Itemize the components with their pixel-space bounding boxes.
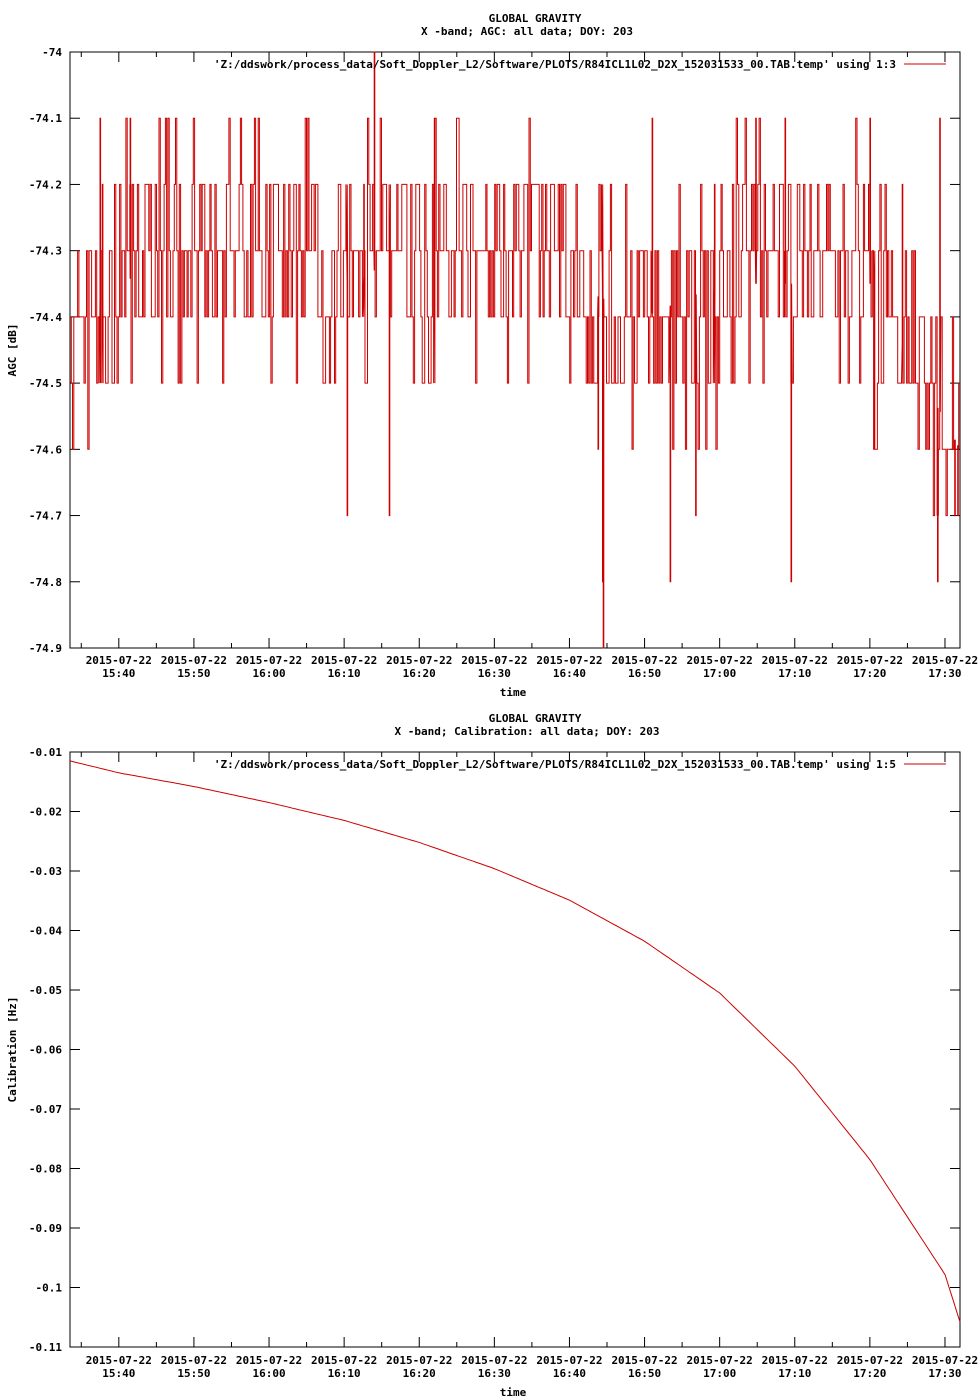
x-tick-time-label: 17:00 xyxy=(703,667,736,680)
x-tick-time-label: 17:00 xyxy=(703,1367,736,1380)
x-tick-time-label: 16:50 xyxy=(628,667,661,680)
y-tick-label: -0.05 xyxy=(29,984,62,997)
x-axis-label: time xyxy=(500,1386,527,1399)
x-tick-time-label: 16:30 xyxy=(478,1367,511,1380)
series-line xyxy=(70,51,960,649)
y-tick-label: -0.06 xyxy=(29,1044,62,1057)
x-tick-date-label: 2015-07-22 xyxy=(236,1354,302,1367)
y-axis-label: AGC [dB] xyxy=(6,324,19,377)
x-tick-date-label: 2015-07-22 xyxy=(461,1354,527,1367)
x-tick-date-label: 2015-07-22 xyxy=(837,654,903,667)
x-tick-time-label: 17:10 xyxy=(778,1367,811,1380)
y-tick-label: -0.08 xyxy=(29,1163,62,1176)
y-tick-label: -74.1 xyxy=(29,112,62,125)
x-tick-time-label: 16:40 xyxy=(553,1367,586,1380)
x-tick-time-label: 17:30 xyxy=(928,667,961,680)
x-tick-date-label: 2015-07-22 xyxy=(912,1354,978,1367)
x-tick-time-label: 16:10 xyxy=(328,667,361,680)
y-tick-label: -0.01 xyxy=(29,746,62,759)
chart-subtitle: X -band; Calibration: all data; DOY: 203 xyxy=(395,725,660,738)
x-tick-date-label: 2015-07-22 xyxy=(536,1354,602,1367)
x-tick-time-label: 16:00 xyxy=(252,667,285,680)
y-axis-label: Calibration [Hz] xyxy=(6,997,19,1103)
x-tick-time-label: 16:20 xyxy=(403,1367,436,1380)
x-tick-date-label: 2015-07-22 xyxy=(611,1354,677,1367)
x-tick-date-label: 2015-07-22 xyxy=(86,654,152,667)
x-tick-time-label: 16:30 xyxy=(478,667,511,680)
x-tick-date-label: 2015-07-22 xyxy=(687,1354,753,1367)
x-tick-date-label: 2015-07-22 xyxy=(311,1354,377,1367)
chart-title: GLOBAL GRAVITY xyxy=(489,712,582,725)
x-tick-time-label: 16:00 xyxy=(252,1367,285,1380)
x-tick-date-label: 2015-07-22 xyxy=(386,1354,452,1367)
x-tick-date-label: 2015-07-22 xyxy=(912,654,978,667)
x-tick-time-label: 15:50 xyxy=(177,1367,210,1380)
y-tick-label: -74 xyxy=(42,46,62,59)
x-tick-time-label: 17:20 xyxy=(853,667,886,680)
x-tick-time-label: 17:30 xyxy=(928,1367,961,1380)
y-tick-label: -74.4 xyxy=(29,311,62,324)
y-tick-label: -74.7 xyxy=(29,510,62,523)
y-tick-label: -0.03 xyxy=(29,865,62,878)
chart-subtitle: X -band; AGC: all data; DOY: 203 xyxy=(421,25,633,38)
x-tick-time-label: 16:10 xyxy=(328,1367,361,1380)
x-tick-date-label: 2015-07-22 xyxy=(161,1354,227,1367)
x-tick-date-label: 2015-07-22 xyxy=(536,654,602,667)
y-tick-label: -0.1 xyxy=(36,1282,63,1295)
x-tick-date-label: 2015-07-22 xyxy=(236,654,302,667)
y-tick-label: -0.04 xyxy=(29,925,62,938)
x-tick-time-label: 17:20 xyxy=(853,1367,886,1380)
x-tick-date-label: 2015-07-22 xyxy=(86,1354,152,1367)
plot-frame xyxy=(69,51,961,649)
chart-title: GLOBAL GRAVITY xyxy=(489,12,582,25)
x-tick-time-label: 16:20 xyxy=(403,667,436,680)
x-tick-date-label: 2015-07-22 xyxy=(386,654,452,667)
x-axis-label: time xyxy=(500,686,527,699)
x-tick-date-label: 2015-07-22 xyxy=(161,654,227,667)
x-tick-time-label: 15:40 xyxy=(102,667,135,680)
x-tick-date-label: 2015-07-22 xyxy=(762,654,828,667)
y-tick-label: -74.8 xyxy=(29,576,62,589)
y-tick-label: -74.9 xyxy=(29,642,62,655)
y-tick-label: -0.07 xyxy=(29,1103,62,1116)
x-tick-time-label: 16:50 xyxy=(628,1367,661,1380)
x-tick-time-label: 15:50 xyxy=(177,667,210,680)
legend-label: 'Z:/ddswork/process_data/Soft_Doppler_L2… xyxy=(214,758,896,771)
x-tick-date-label: 2015-07-22 xyxy=(762,1354,828,1367)
x-tick-date-label: 2015-07-22 xyxy=(611,654,677,667)
legend-label: 'Z:/ddswork/process_data/Soft_Doppler_L2… xyxy=(214,58,896,71)
y-tick-label: -74.3 xyxy=(29,245,62,258)
y-tick-label: -74.5 xyxy=(29,377,62,390)
x-tick-time-label: 17:10 xyxy=(778,667,811,680)
series-line xyxy=(69,760,961,1323)
y-tick-label: -74.6 xyxy=(29,443,62,456)
x-tick-date-label: 2015-07-22 xyxy=(311,654,377,667)
x-tick-date-label: 2015-07-22 xyxy=(687,654,753,667)
x-tick-date-label: 2015-07-22 xyxy=(461,654,527,667)
y-tick-label: -0.09 xyxy=(29,1222,62,1235)
x-tick-time-label: 15:40 xyxy=(102,1367,135,1380)
y-tick-label: -0.11 xyxy=(29,1341,62,1354)
x-tick-date-label: 2015-07-22 xyxy=(837,1354,903,1367)
y-tick-label: -74.2 xyxy=(29,178,62,191)
x-tick-time-label: 16:40 xyxy=(553,667,586,680)
y-tick-label: -0.02 xyxy=(29,806,62,819)
